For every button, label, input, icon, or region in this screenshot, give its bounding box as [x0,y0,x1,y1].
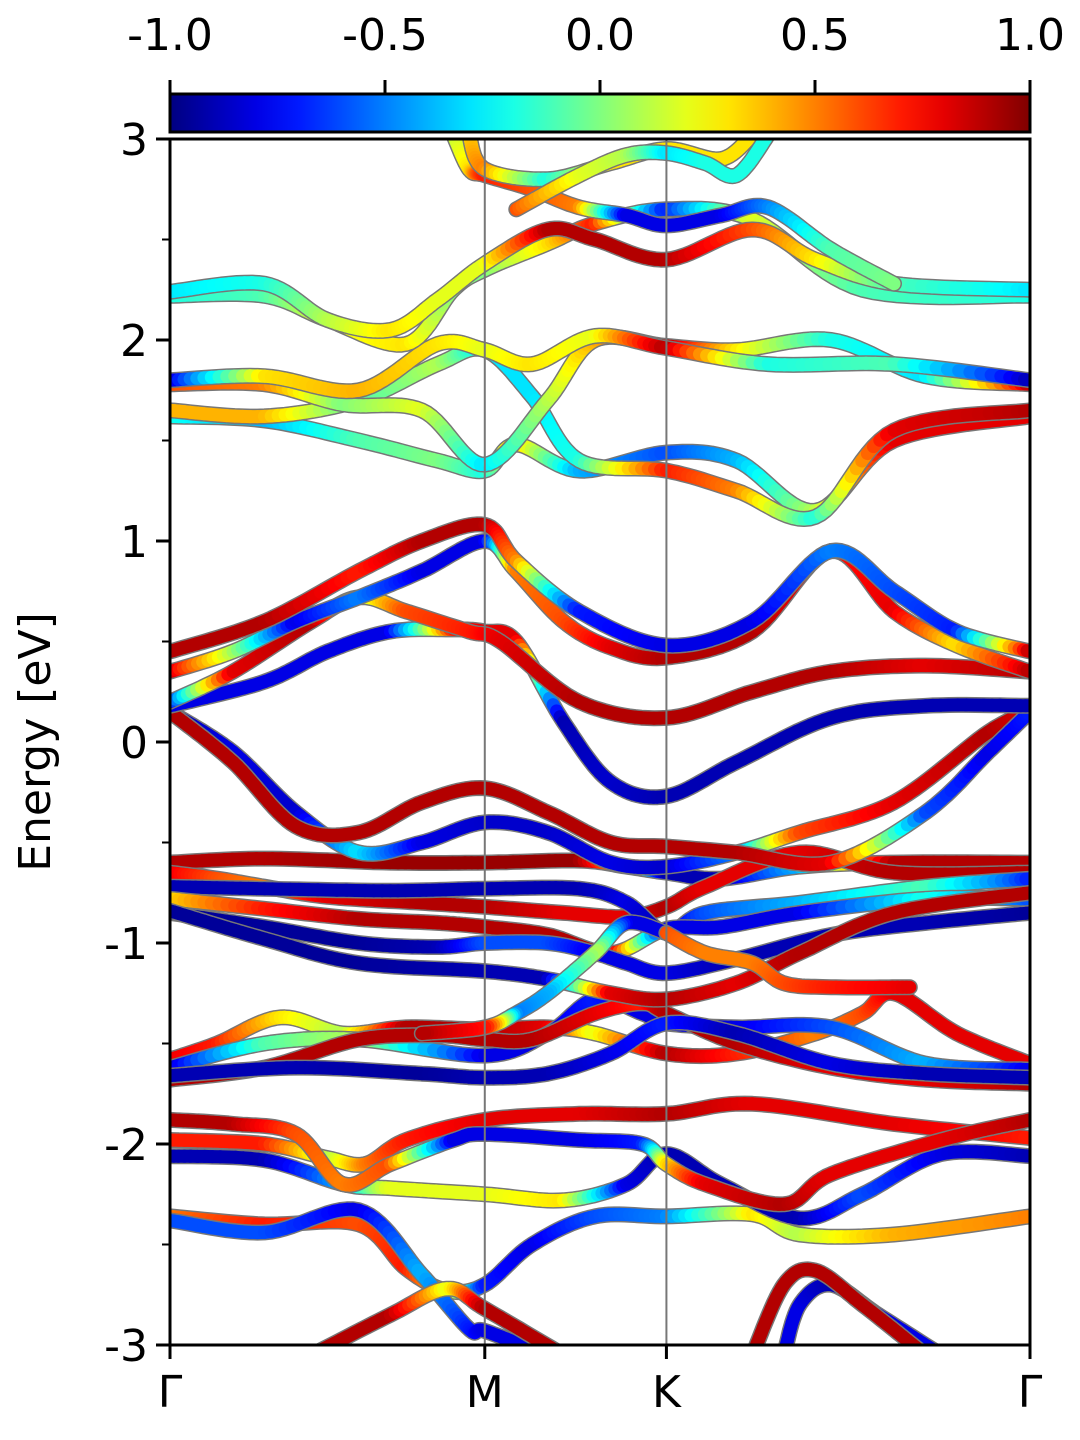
band-segment [560,1353,563,1355]
band-segment [545,1354,548,1355]
band-segment [317,1342,329,1345]
band-7 [170,1111,1030,1213]
band-segment [921,1339,937,1345]
band-32 [446,139,902,292]
band-19 [658,925,918,996]
band-4 [747,1261,926,1355]
band-segment [779,1340,793,1345]
band-25 [170,516,1030,660]
band-2 [312,1280,563,1355]
band-segment [552,1344,560,1345]
band-segment [743,139,757,144]
band-segment [749,1341,761,1345]
band-17 [170,884,1030,1008]
band-segment [939,1353,942,1355]
colorbar-ticks: -1.0 -0.5 0.0 0.5 1.0 [127,10,1065,94]
band-segment [448,139,460,143]
band-segment [528,1342,540,1345]
band-14 [170,870,1030,941]
band-segment [545,1341,560,1345]
colorbar-tick-label: 1.0 [995,10,1065,61]
band-segment [781,1343,789,1345]
colorbar-tick-label: 0.0 [565,10,635,61]
band-segment [752,1352,753,1355]
band-21 [170,703,1030,873]
band-segment [923,1353,926,1355]
band-segment [521,1340,538,1345]
band-29 [170,327,1030,400]
colorbar-tick-label: 0.5 [780,10,850,61]
band-segment [916,1343,924,1345]
colorbar-tick-label: -1.0 [127,10,213,61]
band-5 [170,1143,1030,1227]
colorbar-gradient [168,92,1032,134]
band-segment [885,275,901,291]
colorbar-tick-label: -0.5 [342,10,428,61]
band-segment [784,1353,785,1355]
band-23 [170,589,1030,727]
band-lines [170,139,1030,1355]
band-segment [463,139,476,143]
band-18 [413,914,675,1042]
band-segment [317,1344,321,1345]
band-segment [535,1344,540,1345]
band-segment [926,1342,938,1345]
band-segment [542,1353,546,1354]
band-segment [312,1353,315,1355]
band-24 [170,533,1030,680]
band-segment [745,139,758,143]
band-segment [909,1340,924,1345]
band-segment [318,1339,336,1345]
band-segment [933,1344,937,1345]
colorbar: -1.0 -0.5 0.0 0.5 1.0 [127,10,1065,134]
band-11 [170,1014,1030,1086]
